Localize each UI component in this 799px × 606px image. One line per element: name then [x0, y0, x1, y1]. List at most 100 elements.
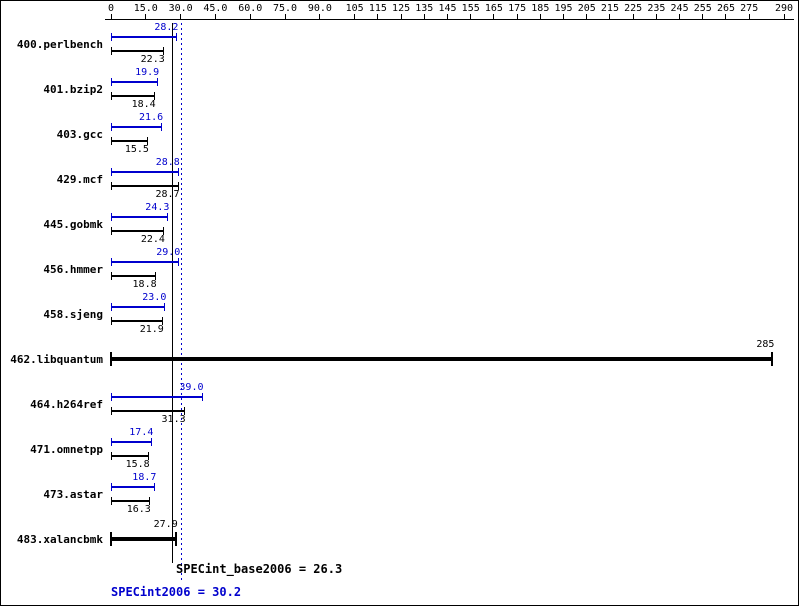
bar-end-tick: [174, 532, 177, 546]
peak-bar: [111, 261, 179, 263]
axis-tick: [539, 14, 541, 19]
base-start-tick: [111, 497, 112, 505]
axis-tick: [249, 14, 251, 19]
base-mean-label: SPECint_base2006 = 26.3: [176, 562, 343, 576]
benchmark-label: 473.astar: [43, 488, 103, 501]
axis-tick-label: 60.0: [238, 3, 263, 14]
benchmark-label: 464.h264ref: [30, 398, 103, 411]
peak-value-label: 21.6: [139, 112, 164, 123]
axis-tick-label: 0: [107, 3, 115, 14]
base-bar: [111, 410, 184, 412]
peak-value-label: 18.7: [132, 472, 157, 483]
base-bar: [111, 275, 155, 277]
bar-end-tick: [771, 352, 774, 366]
axis-tick-label: 15.0: [133, 3, 158, 14]
benchmark-label: 445.gobmk: [43, 218, 103, 231]
base-bar: [111, 185, 178, 187]
base-end-tick: [161, 317, 163, 325]
base-start-tick: [111, 227, 112, 235]
base-bar: [111, 140, 147, 142]
axis-tick-label: 290: [774, 3, 794, 14]
axis-tick: [284, 14, 286, 19]
axis-tick-label: 145: [438, 3, 457, 14]
base-value-label: 18.4: [131, 99, 156, 110]
axis-tick: [748, 14, 750, 19]
axis-tick: [214, 14, 216, 19]
axis-tick: [470, 14, 472, 19]
peak-bar: [111, 171, 178, 173]
base-start-tick: [111, 407, 112, 415]
x-axis-line: [105, 19, 794, 20]
peak-end-tick: [177, 168, 179, 176]
peak-value-label: 24.3: [145, 202, 170, 213]
benchmark-label: 429.mcf: [56, 173, 103, 186]
peak-start-tick: [111, 33, 112, 41]
combined-bar: [111, 537, 176, 541]
base-value-label: 22.4: [140, 234, 165, 245]
axis-tick-label: 235: [647, 3, 666, 14]
axis-tick-label: 215: [600, 3, 619, 14]
axis-tick-label: 105: [345, 3, 364, 14]
axis-tick-label: 255: [693, 3, 712, 14]
peak-start-tick: [111, 78, 112, 86]
benchmark-label: 401.bzip2: [43, 83, 103, 96]
benchmark-label: 400.perlbench: [16, 38, 103, 51]
axis-tick: [354, 14, 356, 19]
base-start-tick: [111, 47, 112, 55]
peak-end-tick: [154, 483, 156, 491]
base-start-tick: [111, 272, 112, 280]
base-start-tick: [111, 317, 112, 325]
base-end-tick: [162, 47, 164, 55]
benchmark-label: 456.hmmer: [43, 263, 103, 276]
axis-tick: [400, 14, 402, 19]
benchmark-label: 471.omnetpp: [30, 443, 103, 456]
peak-end-tick: [157, 78, 159, 86]
peak-end-tick: [178, 258, 180, 266]
axis-tick: [702, 14, 704, 19]
combined-bar: [111, 357, 773, 361]
peak-start-tick: [111, 123, 112, 131]
benchmark-label: 462.libquantum: [10, 353, 103, 366]
base-end-tick: [147, 452, 149, 460]
axis-tick: [655, 14, 657, 19]
axis-tick-label: 90.0: [307, 3, 332, 14]
base-value-label: 28.7: [155, 189, 180, 200]
base-end-tick: [146, 137, 148, 145]
peak-end-tick: [164, 303, 166, 311]
axis-tick: [563, 14, 565, 19]
axis-tick-label: 45.0: [203, 3, 228, 14]
base-value-label: 31.3: [161, 414, 186, 425]
peak-value-label: 39.0: [179, 382, 204, 393]
peak-value-label: 29.0: [156, 247, 181, 258]
axis-tick-label: 165: [484, 3, 503, 14]
base-value-label: 15.8: [125, 459, 150, 470]
peak-value-label: 28.8: [155, 157, 180, 168]
base-bar: [111, 230, 163, 232]
peak-value-label: 28.2: [154, 22, 179, 33]
peak-end-tick: [201, 393, 203, 401]
value-label: 285: [756, 339, 775, 350]
axis-tick-label: 175: [508, 3, 527, 14]
peak-value-label: 23.0: [142, 292, 167, 303]
base-bar: [111, 320, 162, 322]
axis-tick-label: 75.0: [273, 3, 298, 14]
axis-tick: [447, 14, 448, 19]
peak-bar: [111, 441, 152, 443]
axis-tick: [110, 14, 112, 19]
axis-tick: [725, 14, 727, 19]
base-value-label: 18.8: [132, 279, 157, 290]
peak-mean-label: SPECint2006 = 30.2: [111, 585, 242, 599]
base-bar: [111, 500, 149, 502]
axis-tick: [783, 14, 785, 19]
peak-start-tick: [111, 483, 112, 491]
axis-tick: [145, 14, 147, 19]
peak-mean-line: [181, 23, 183, 583]
base-value-label: 21.9: [139, 324, 164, 335]
peak-end-tick: [161, 123, 163, 131]
base-bar: [111, 455, 148, 457]
peak-end-tick: [176, 33, 178, 41]
bar-start-tick: [110, 532, 112, 546]
peak-start-tick: [111, 303, 112, 311]
peak-start-tick: [111, 213, 112, 221]
